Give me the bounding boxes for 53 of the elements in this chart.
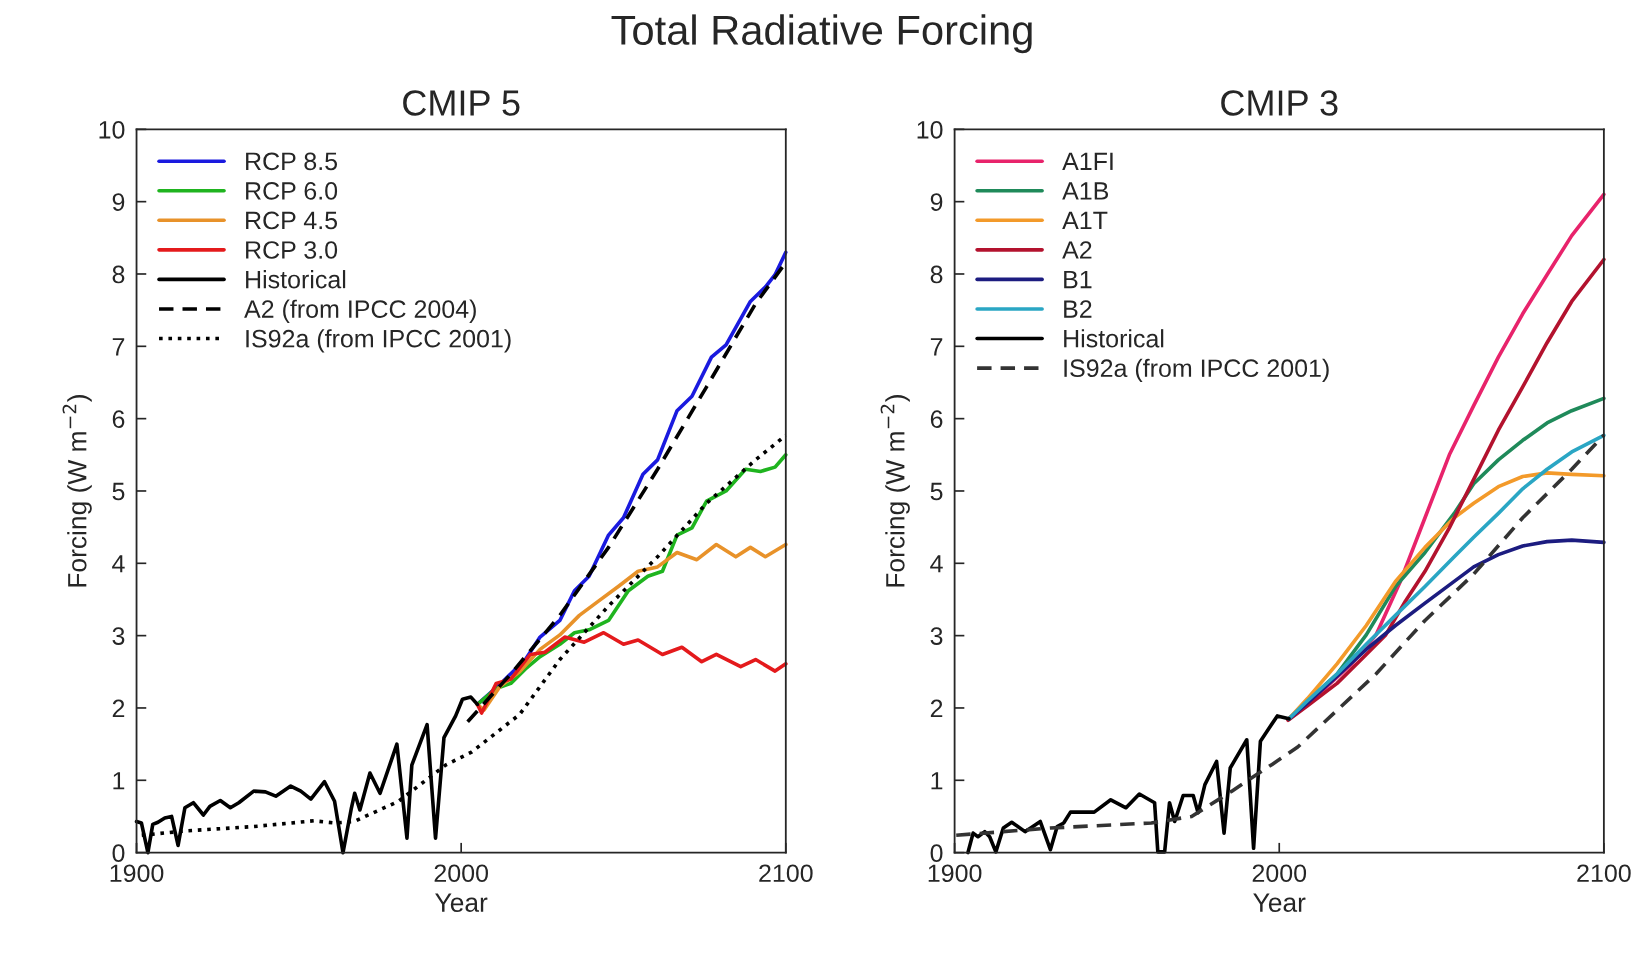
legend-label: A2 (from IPCC 2004) [244,299,476,323]
y-tick-label: 6 [930,410,943,428]
y-tick-label: 4 [930,555,943,573]
x-axis-title: Year [435,893,488,912]
y-tick-label: 10 [99,120,125,139]
x-tick-label: 2000 [434,864,488,883]
x-tick-label: 1900 [928,864,982,883]
x-tick-label: 1900 [110,864,164,883]
legend-label: IS92a (from IPCC 2001) [1064,358,1329,383]
x-tick-label: 2000 [1252,864,1307,883]
y-tick-label: 8 [930,265,943,284]
x-tick-label: 2100 [759,864,813,883]
y-tick-label: 0 [112,844,125,862]
line-series [954,433,1606,838]
legend-label: A1T [1062,211,1108,230]
y-tick-label: 1 [113,772,125,790]
y-tick-label: 0 [930,844,943,862]
legend-label: Historical [1064,329,1164,348]
legend-label: A1B [1062,182,1109,200]
y-tick-label: 8 [112,265,125,284]
y-tick-label: 6 [112,410,125,428]
x-axis-title: Year [1253,893,1306,912]
y-tick-label: 10 [917,120,943,139]
legend-label: RCP 6.0 [246,182,338,200]
y-tick-label: 7 [112,338,125,356]
chart-subtitle: CMIP 3 [1221,90,1338,116]
y-tick-label: 2 [930,699,943,718]
y-tick-label: 5 [112,482,125,501]
line-series [966,714,1291,855]
y-axis-title: Forcing (W m$^{−2}$) [62,395,92,587]
y-tick-label: 7 [930,338,943,356]
y-tick-label: 3 [112,627,125,645]
y-tick-label: 9 [930,193,943,211]
y-tick-label: 2 [112,699,125,718]
legend-label: A1FI [1062,152,1113,170]
legend-label: RCP 4.5 [246,211,338,230]
legend-label: B2 [1064,300,1092,318]
legend-label: Historical [246,270,346,289]
x-tick-label: 2100 [1577,864,1631,883]
line-series [475,630,788,715]
legend-label: RCP 3.0 [246,241,338,259]
legend-label: IS92a (from IPCC 2001) [246,329,511,353]
y-tick-label: 1 [931,772,943,790]
legend-label: A2 [1062,241,1092,259]
y-tick-label: 3 [930,627,943,645]
y-axis-title: Forcing (W m$^{−2}$) [880,395,910,587]
y-tick-label: 5 [930,482,943,501]
legend-label: RCP 8.5 [246,152,338,171]
y-tick-label: 4 [112,555,125,573]
legend-label: B1 [1064,270,1092,289]
y-tick-label: 9 [112,193,125,211]
chart-title: Total Radiative Forcing [611,14,1032,54]
chart-subtitle: CMIP 5 [403,90,520,116]
